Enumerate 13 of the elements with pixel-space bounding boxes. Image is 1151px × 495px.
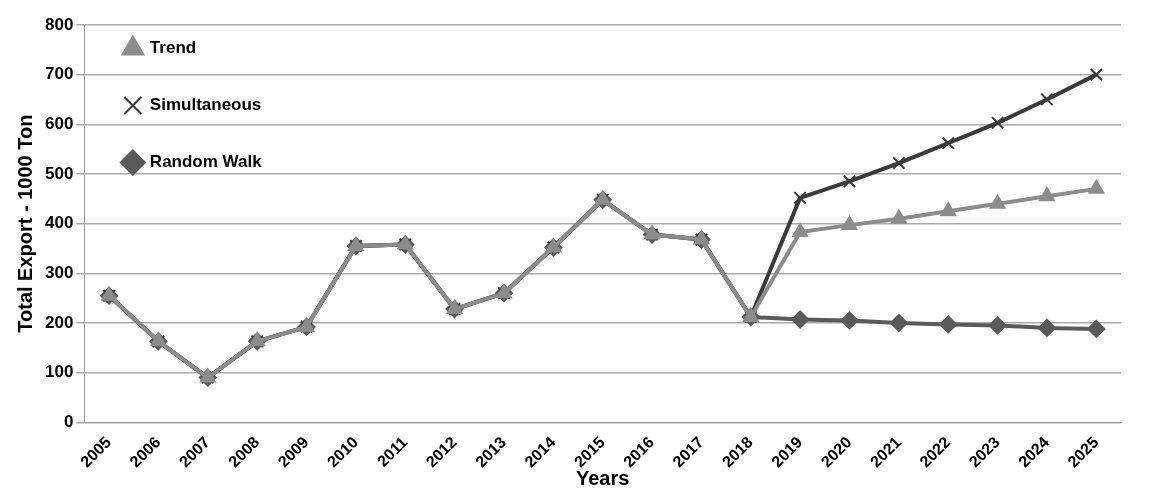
legend-label: Trend [149, 38, 197, 58]
y-tick-label: 0 [63, 411, 74, 431]
y-axis-title: Total Export - 1000 Ton [13, 114, 36, 333]
y-tick-label: 800 [44, 14, 74, 34]
y-tick-label: 600 [44, 114, 74, 133]
y-tick-label: 500 [44, 163, 74, 183]
y-tick-label: 400 [44, 213, 74, 233]
y-tick-label: 700 [44, 64, 74, 84]
legend-label: Random Walk [149, 152, 263, 172]
y-tick-label: 100 [44, 362, 74, 382]
y-tick-label: 200 [44, 312, 74, 332]
legend-label: Simultaneous [149, 95, 262, 115]
y-tick-label: 300 [44, 262, 74, 282]
